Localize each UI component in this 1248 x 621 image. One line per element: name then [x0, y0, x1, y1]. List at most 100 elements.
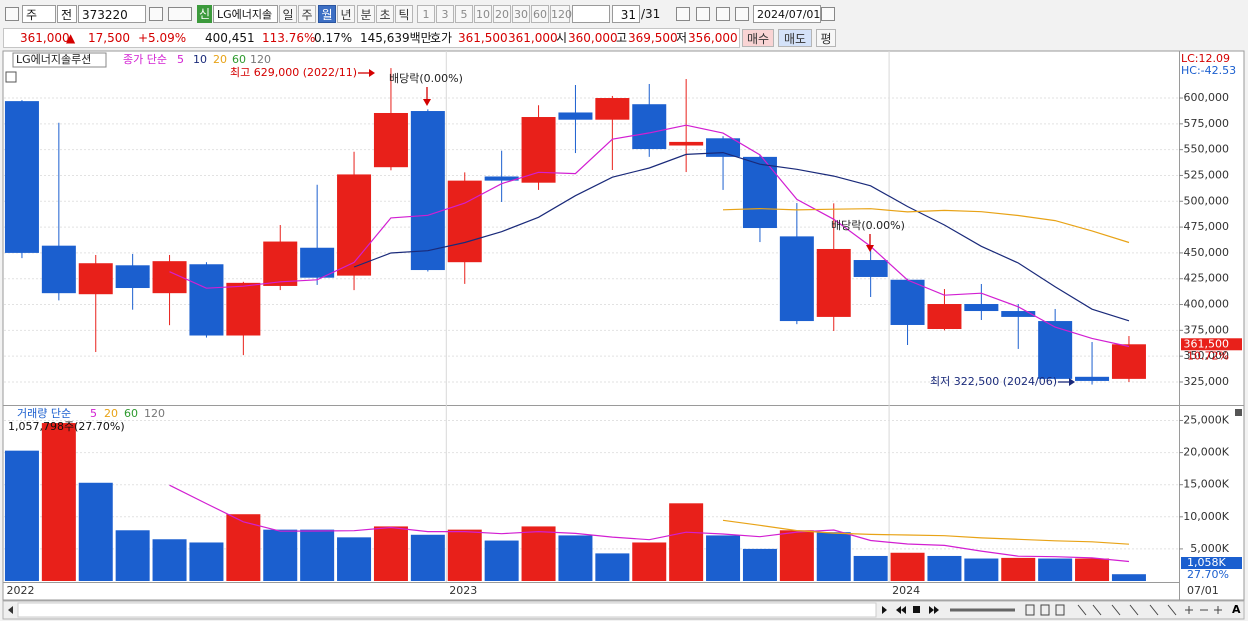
volume-bar [337, 537, 372, 581]
volume-bar [1111, 574, 1146, 581]
volume-bar [927, 555, 962, 581]
settings-icon[interactable] [735, 7, 749, 21]
candle-body [373, 112, 408, 168]
lc-label: LC:12.09 [1181, 52, 1230, 65]
buy-button[interactable]: 매수 [742, 29, 774, 47]
page-forward[interactable] [929, 606, 939, 614]
volume-bar [41, 423, 76, 581]
legend-entry: 120 [250, 53, 271, 66]
calendar-icon[interactable] [821, 7, 835, 21]
interval-button[interactable]: 5 [455, 5, 473, 23]
date-input[interactable]: 2024/07/01 [753, 5, 821, 23]
candle-body [632, 104, 667, 150]
interval-button[interactable]: 20 [493, 5, 511, 23]
volume-bar [558, 535, 593, 581]
stop[interactable] [913, 606, 920, 613]
count-total: /31 [641, 7, 661, 21]
period-button[interactable]: 년 [337, 5, 355, 23]
volume-bar [816, 532, 851, 581]
candle-body [189, 264, 224, 336]
scroll-track[interactable] [17, 602, 877, 618]
annotation: 배당락(0.00%) [389, 72, 463, 85]
interval-button[interactable]: 60 [531, 5, 549, 23]
amount: 145,639백만 [360, 31, 432, 45]
period-button[interactable]: 일 [279, 5, 297, 23]
tool-icons[interactable] [1025, 604, 1222, 616]
interval-button[interactable]: 30 [512, 5, 530, 23]
scroll-left[interactable] [8, 606, 13, 614]
volume-bar [4, 450, 39, 581]
scroll-right[interactable] [882, 606, 887, 614]
volume-tag-label: 1,058K [1187, 556, 1226, 569]
y-tick-label: 325,000 [1184, 375, 1230, 388]
price-tag-label: 361,500 [1184, 337, 1230, 350]
y-tick-label: 10,000K [1183, 510, 1229, 523]
market-select[interactable]: 주 [22, 5, 56, 23]
ma-line [722, 207, 1130, 244]
annotation: 최고 629,000 (2022/11) [230, 66, 357, 79]
page-back[interactable] [896, 606, 906, 614]
legend-entry: 10 [193, 53, 207, 66]
ask-label: 호가 [430, 31, 453, 45]
x-tick-label: 2023 [449, 584, 477, 597]
candle-body [890, 279, 925, 325]
volume-bar [300, 529, 335, 581]
y-tick-label: 525,000 [1184, 168, 1230, 181]
candle-body [558, 112, 593, 120]
annotation-arrow-head [1069, 378, 1075, 386]
interval-button[interactable]: 3 [436, 5, 454, 23]
legend-entry: 120 [144, 407, 165, 420]
tool-icon[interactable] [716, 7, 730, 21]
search-icon[interactable] [149, 7, 163, 21]
period-button[interactable]: 분 [357, 5, 375, 23]
y-tick-label: 450,000 [1184, 246, 1230, 259]
volume-bar [484, 540, 519, 581]
font-size-button[interactable]: A [1232, 603, 1241, 616]
candle-body [410, 111, 445, 271]
sound-icon[interactable] [168, 7, 192, 21]
panel-icon[interactable] [1235, 409, 1242, 416]
quote-bar [3, 28, 740, 48]
volume-bar [1001, 557, 1036, 581]
period-button[interactable]: 월 [318, 5, 336, 23]
tool-icon[interactable] [676, 7, 690, 21]
change-arrow: ▲ [66, 31, 76, 45]
volume-bar [189, 542, 224, 581]
y-tick-label: 475,000 [1184, 220, 1230, 233]
avg-button[interactable]: 평 [816, 29, 836, 47]
y-tick-label: 500,000 [1184, 194, 1230, 207]
y-tick-label: 15,000K [1183, 478, 1229, 491]
y-tick-label: 25,000K [1183, 413, 1229, 426]
empty-select[interactable] [572, 5, 610, 23]
panel-icon[interactable] [5, 71, 17, 83]
annotation-arrow-head [866, 245, 874, 252]
candle-body [263, 241, 298, 286]
volume-bar [78, 482, 113, 581]
interval-button[interactable]: 1 [417, 5, 435, 23]
stock-name[interactable]: LG에너지솔 [213, 5, 278, 23]
code-input[interactable]: 373220 [78, 5, 146, 23]
x-tick-label: 2022 [7, 584, 35, 597]
interval-button[interactable]: 10 [474, 5, 492, 23]
count-input[interactable]: 31 [612, 5, 640, 23]
period-button[interactable]: 초 [376, 5, 394, 23]
volume-bar [890, 552, 925, 581]
x-tick-label: 2024 [892, 584, 920, 597]
compare-button[interactable]: 전 [57, 5, 77, 23]
y-tick-label: 5,000K [1190, 542, 1229, 555]
menu-icon[interactable] [5, 7, 19, 21]
volume-bar [115, 530, 150, 581]
sell-button[interactable]: 매도 [778, 29, 812, 47]
volume-label: 1,057,798주(27.70%) [8, 420, 125, 433]
period-button[interactable]: 틱 [395, 5, 413, 23]
period-button[interactable]: 주 [298, 5, 316, 23]
interval-button[interactable]: 120 [550, 5, 572, 23]
volume-bar [447, 529, 482, 581]
volume-tag [1181, 557, 1242, 569]
candle-body [226, 282, 261, 336]
volume-bar [779, 530, 814, 581]
tool-icon[interactable] [696, 7, 710, 21]
chart-title: LG에너지솔루션 [16, 53, 91, 66]
candle-body [706, 138, 741, 157]
ask: 361,500 [458, 31, 508, 45]
